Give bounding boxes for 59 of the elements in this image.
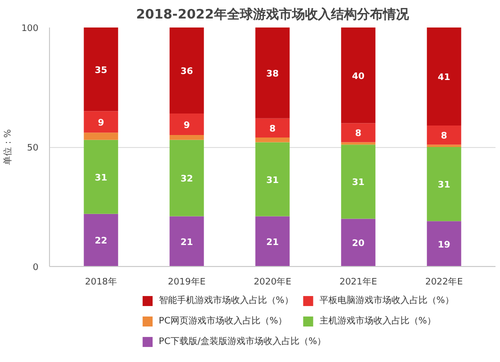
data-label: 41 [438,72,450,83]
x-tick-label: 2021年E [339,276,378,288]
data-label: 9 [184,120,190,131]
data-label: 31 [94,173,108,184]
legend-label: 平板电脑游戏市场收入占比（%） [319,295,454,306]
bar [170,135,204,140]
legend-label: 智能手机游戏市场收入占比（%） [158,295,294,306]
data-label: 8 [440,132,448,142]
bar [170,28,204,114]
data-label: 20 [352,239,365,250]
data-label: 36 [180,67,193,78]
data-label: 21 [180,238,193,248]
data-label: 8 [269,124,276,134]
bar [170,114,204,136]
x-tick-label: 2022年E [425,276,464,288]
legend-label: 主机游戏市场收入占比（%） [319,316,436,326]
bar [84,132,118,140]
bar [84,28,118,112]
legend-label: PC网页游戏市场收入占比（%） [158,316,288,326]
x-tick-label: 2020年E [254,276,292,288]
x-tick-label: 2018年 [85,276,117,288]
bar [255,137,290,142]
bar [341,123,376,142]
x-tick-label: 2019年E [168,276,206,288]
bar [255,28,290,118]
bar [341,144,376,219]
data-label: 9 [98,118,104,128]
data-label: 22 [94,236,108,247]
legend-label: PC下载版/盒装版游戏市场收入占比（%） [158,336,326,347]
bar [255,216,290,266]
data-label: 40 [352,72,365,82]
data-label: 31 [438,180,450,191]
bar [84,214,118,266]
bar [426,28,462,126]
bar [426,221,462,266]
bar [84,140,118,214]
bar [426,147,462,222]
data-label: 38 [266,69,279,80]
bar [255,118,290,138]
y-tick-label: 100 [21,24,39,34]
y-tick-label: 50 [27,144,39,154]
y-axis-title: 单位：% [2,128,14,165]
y-tick-label: 0 [32,263,39,273]
bar [426,125,462,145]
bar [255,142,290,216]
bar [84,111,118,133]
data-label: 8 [355,129,362,140]
bar [341,218,376,266]
data-label: 21 [266,238,279,248]
chart-title: 2018-2022年全球游戏市场收入结构分布情况 [136,6,410,22]
data-label: 31 [266,176,279,186]
data-label: 35 [94,66,108,76]
bar [170,216,204,266]
data-label: 31 [352,178,365,188]
bar [341,142,376,145]
data-label: 19 [438,240,450,250]
data-label: 32 [180,174,193,185]
bar [341,28,376,124]
bar [170,140,204,216]
